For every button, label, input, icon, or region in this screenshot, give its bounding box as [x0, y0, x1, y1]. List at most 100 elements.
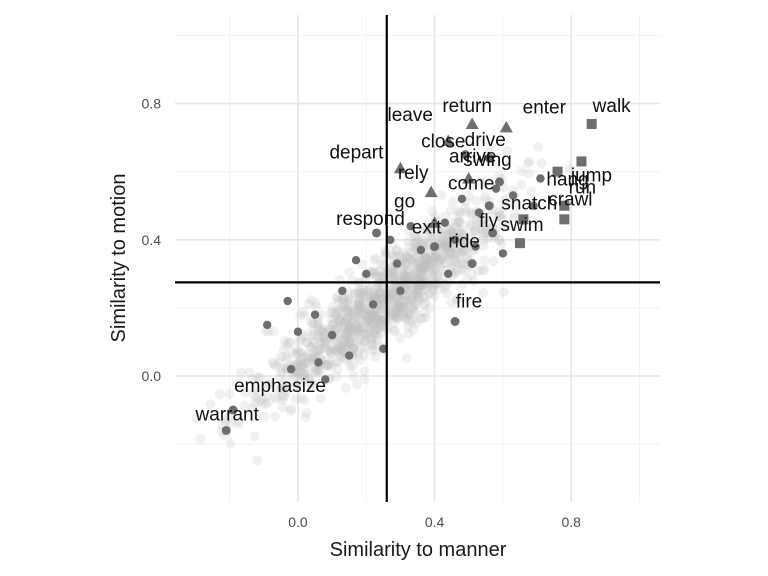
background-point [404, 271, 415, 282]
background-point [394, 293, 405, 303]
background-point [367, 313, 378, 324]
point-depart [393, 161, 407, 174]
background-point [352, 320, 363, 331]
background-point [301, 407, 312, 418]
background-point [315, 337, 326, 348]
background-point [369, 320, 379, 331]
background-point [383, 267, 393, 278]
background-point [357, 287, 368, 298]
background-point [431, 272, 442, 282]
highlight-point [351, 256, 361, 265]
background-point [305, 342, 316, 353]
background-point [361, 316, 372, 327]
background-point [334, 316, 345, 327]
background-point [422, 281, 433, 292]
background-point [480, 176, 491, 187]
background-point [280, 374, 291, 385]
highlight-point [314, 358, 323, 367]
background-point [411, 287, 422, 298]
background-point [405, 255, 416, 266]
background-point [446, 248, 457, 259]
background-point [332, 314, 343, 325]
background-point [348, 305, 359, 316]
background-point [359, 284, 369, 295]
background-point [365, 319, 376, 330]
background-point [338, 292, 349, 303]
x-tick-label: 0.8 [561, 514, 581, 530]
background-point [399, 270, 410, 281]
background-point [343, 294, 354, 305]
background-point [341, 335, 352, 346]
background-point [466, 209, 477, 220]
background-point [307, 378, 318, 389]
reference-lines [175, 15, 660, 502]
background-point [342, 313, 353, 324]
background-point [369, 330, 380, 340]
background-point [344, 322, 355, 332]
background-point [398, 302, 409, 313]
background-point [298, 352, 309, 363]
background-point [428, 255, 439, 265]
background-point [326, 342, 337, 353]
background-point [306, 352, 316, 363]
background-point [412, 298, 423, 309]
background-point [223, 413, 234, 424]
background-point [441, 239, 452, 250]
background-point [419, 259, 430, 270]
background-point [392, 305, 403, 316]
background-point [459, 232, 470, 243]
background-point [367, 344, 378, 355]
background-point [425, 227, 436, 237]
background-point [300, 369, 311, 380]
highlight-point [471, 242, 480, 251]
background-point [524, 156, 535, 167]
point-warrant [221, 425, 231, 435]
background-point [391, 246, 402, 257]
background-point [410, 281, 421, 292]
background-point [430, 263, 441, 274]
background-point [345, 335, 356, 346]
background-point [388, 301, 399, 312]
background-point [359, 302, 370, 312]
background-point [420, 312, 431, 323]
background-point [403, 298, 414, 309]
background-point [263, 380, 274, 391]
background-point [413, 291, 424, 302]
background-point [406, 295, 417, 306]
background-point [489, 211, 500, 222]
highlight-point [474, 208, 484, 217]
background-point [355, 304, 366, 315]
background-point [355, 355, 365, 366]
background-point [276, 367, 287, 378]
background-point [337, 296, 348, 307]
background-point [313, 321, 324, 332]
background-point [387, 288, 398, 299]
background-point [344, 327, 355, 338]
background-point [323, 360, 334, 371]
background-point [225, 438, 236, 449]
background-point [413, 290, 424, 301]
background-point [433, 255, 444, 266]
background-point [369, 291, 380, 302]
label-go: go [394, 192, 415, 213]
label-snatch: snatch [501, 193, 557, 214]
background-point [363, 310, 374, 321]
background-point [393, 297, 403, 308]
background-point [276, 363, 287, 374]
background-point [417, 259, 428, 269]
background-point [233, 416, 244, 427]
background-point [477, 177, 488, 188]
grid [175, 15, 660, 502]
label-jump: jump [570, 165, 612, 186]
background-point [479, 255, 490, 266]
background-point [377, 311, 387, 322]
background-point [367, 292, 378, 303]
background-point [279, 391, 290, 402]
background-point [398, 248, 409, 259]
background-point [429, 291, 440, 302]
background-point [403, 236, 414, 247]
background-point [301, 337, 312, 348]
background-point [370, 324, 381, 335]
background-point [371, 324, 382, 335]
background-point [359, 293, 370, 304]
